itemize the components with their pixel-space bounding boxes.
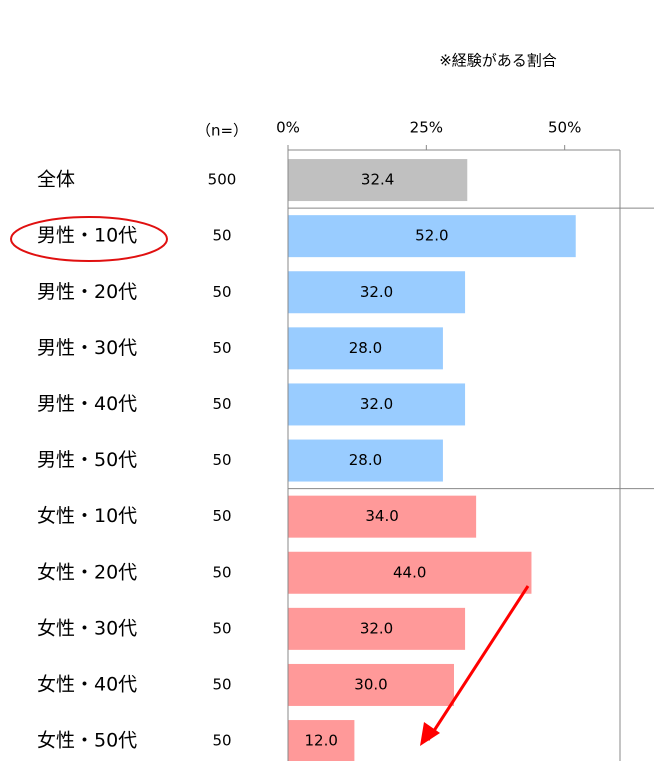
category-label: 男性・50代 bbox=[37, 449, 137, 471]
category-label: 女性・20代 bbox=[37, 561, 137, 583]
bar bbox=[288, 551, 532, 594]
value-label: 32.0 bbox=[360, 395, 393, 413]
n-label: 500 bbox=[208, 171, 237, 189]
bar bbox=[288, 327, 443, 370]
n-label: 50 bbox=[212, 339, 231, 357]
n-label: 50 bbox=[212, 675, 231, 693]
n-label: 50 bbox=[212, 227, 231, 245]
arrow bbox=[426, 585, 530, 741]
value-label: 44.0 bbox=[393, 563, 426, 581]
x-tick-label: 50% bbox=[548, 119, 581, 137]
value-label: 12.0 bbox=[304, 732, 337, 750]
bar bbox=[288, 383, 466, 426]
n-label: 50 bbox=[212, 563, 231, 581]
value-label: 32.0 bbox=[360, 283, 393, 301]
value-label: 30.0 bbox=[354, 675, 387, 693]
n-label: 50 bbox=[212, 395, 231, 413]
category-label: 男性・40代 bbox=[37, 393, 137, 415]
value-label: 32.4 bbox=[361, 171, 394, 189]
value-label: 28.0 bbox=[349, 451, 382, 469]
n-label: 50 bbox=[212, 283, 231, 301]
n-label: 50 bbox=[212, 507, 231, 525]
note: ※経験がある割合 bbox=[439, 52, 557, 70]
bar bbox=[288, 159, 468, 202]
x-tick-label: 25% bbox=[410, 119, 443, 137]
value-label: 32.0 bbox=[360, 619, 393, 637]
bar bbox=[288, 495, 477, 538]
bar bbox=[288, 607, 466, 650]
category-label: 女性・30代 bbox=[37, 617, 137, 639]
category-label: 男性・20代 bbox=[37, 281, 137, 303]
value-label: 28.0 bbox=[349, 339, 382, 357]
value-label: 34.0 bbox=[365, 507, 398, 525]
n-label: 50 bbox=[212, 732, 231, 750]
highlight-ellipse bbox=[10, 216, 168, 262]
bar bbox=[288, 720, 355, 761]
category-label: 男性・30代 bbox=[37, 337, 137, 359]
x-tick-label: 0% bbox=[276, 119, 300, 137]
category-label: 女性・10代 bbox=[37, 505, 137, 527]
bar bbox=[288, 215, 576, 258]
value-label: 52.0 bbox=[415, 227, 448, 245]
arrow-head bbox=[420, 722, 440, 746]
n-label: 50 bbox=[212, 451, 231, 469]
category-label: 全体 bbox=[37, 169, 75, 191]
category-label: 女性・40代 bbox=[37, 673, 137, 695]
category-label: 女性・50代 bbox=[37, 730, 137, 752]
bar bbox=[288, 271, 466, 314]
plot: 0% 25% 50% 32.4 全体 500 52.0 男性・10代 50 32.0 男性・20代 5… bbox=[37, 119, 654, 761]
n-label: 50 bbox=[212, 619, 231, 637]
bar bbox=[288, 663, 454, 706]
category-label: 男性・10代 bbox=[37, 225, 137, 247]
n-header: （n=） bbox=[196, 122, 248, 140]
bar bbox=[288, 439, 443, 482]
